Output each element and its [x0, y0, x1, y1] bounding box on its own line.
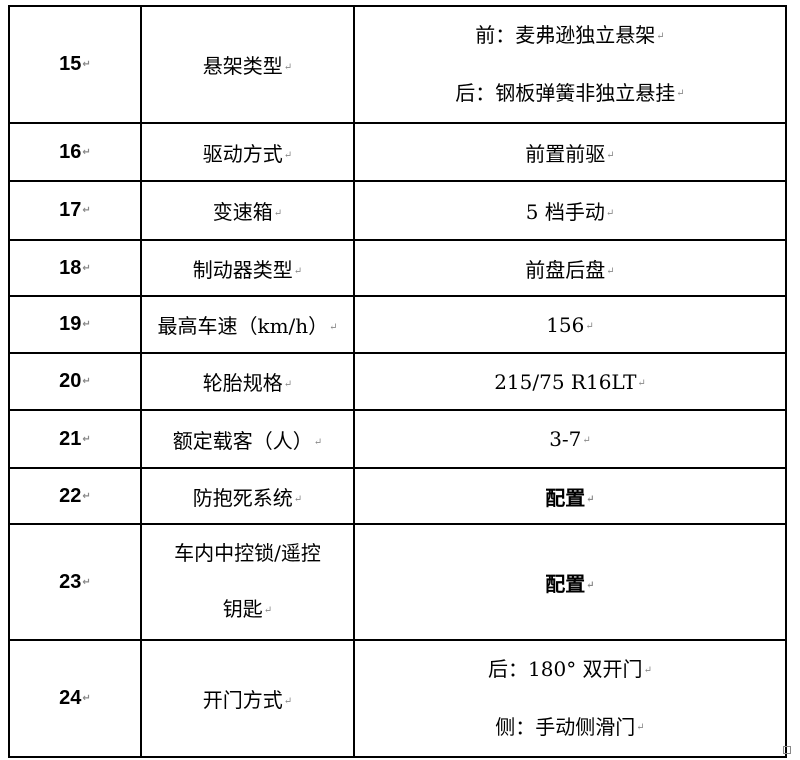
- item-value: 后：180° 双开门侧：手动侧滑门: [353, 639, 787, 758]
- table-row: 24 开门方式 后：180° 双开门侧：手动侧滑门: [8, 639, 787, 758]
- item-value: 配置: [353, 523, 787, 641]
- row-number: 20: [8, 352, 142, 411]
- table-resize-handle[interactable]: [783, 746, 791, 754]
- item-name: 车内中控锁/遥控 钥匙: [140, 523, 355, 641]
- spec-table: 15 悬架类型 前：麦弗逊独立悬架后：钢板弹簧非独立悬挂 16 驱动方式 前置前…: [8, 5, 787, 758]
- row-number: 23: [8, 523, 142, 641]
- item-value: 156: [353, 295, 787, 354]
- item-value: 5 档手动: [353, 180, 787, 241]
- item-name: 悬架类型: [140, 5, 355, 124]
- item-value: 前置前驱: [353, 122, 787, 182]
- table-row: 19 最高车速（km/h） 156: [8, 295, 787, 354]
- table-row: 16 驱动方式 前置前驱: [8, 122, 787, 182]
- item-name: 开门方式: [140, 639, 355, 758]
- row-number: 24: [8, 639, 142, 758]
- item-name: 制动器类型: [140, 239, 355, 297]
- item-value: 前：麦弗逊独立悬架后：钢板弹簧非独立悬挂: [353, 5, 787, 124]
- row-number: 22: [8, 467, 142, 525]
- table-row: 22 防抱死系统 配置: [8, 467, 787, 525]
- row-number: 18: [8, 239, 142, 297]
- row-number: 17: [8, 180, 142, 241]
- item-value: 3-7: [353, 409, 787, 469]
- table-row: 17 变速箱 5 档手动: [8, 180, 787, 241]
- table-row: 21 额定载客（人） 3-7: [8, 409, 787, 469]
- table-row: 15 悬架类型 前：麦弗逊独立悬架后：钢板弹簧非独立悬挂: [8, 5, 787, 124]
- table-row: 20 轮胎规格 215/75 R16LT: [8, 352, 787, 411]
- item-name: 最高车速（km/h）: [140, 295, 355, 354]
- row-number: 19: [8, 295, 142, 354]
- row-number: 21: [8, 409, 142, 469]
- item-value: 配置: [353, 467, 787, 525]
- row-number: 15: [8, 5, 142, 124]
- item-name: 防抱死系统: [140, 467, 355, 525]
- table-row: 18 制动器类型 前盘后盘: [8, 239, 787, 297]
- item-name: 驱动方式: [140, 122, 355, 182]
- row-number: 16: [8, 122, 142, 182]
- item-name: 轮胎规格: [140, 352, 355, 411]
- item-name: 变速箱: [140, 180, 355, 241]
- item-name: 额定载客（人）: [140, 409, 355, 469]
- item-value: 前盘后盘: [353, 239, 787, 297]
- item-value: 215/75 R16LT: [353, 352, 787, 411]
